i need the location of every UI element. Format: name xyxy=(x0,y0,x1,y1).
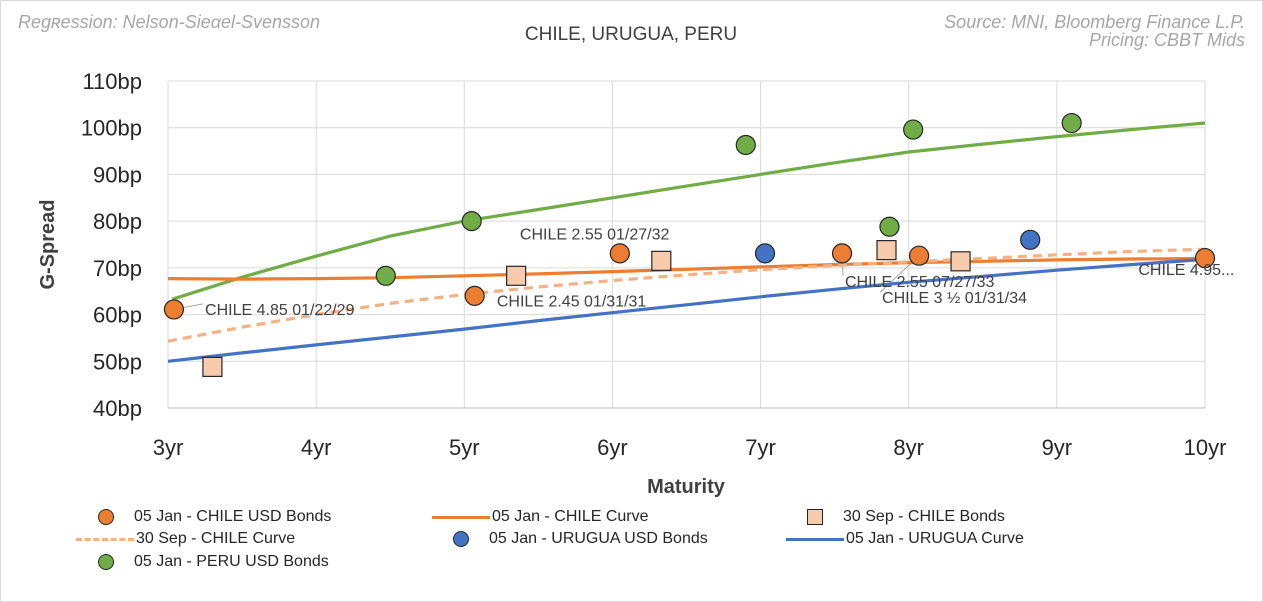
series-line-05-jan-chile-curve xyxy=(167,256,1206,281)
y-tick-label: 50bp xyxy=(93,349,142,374)
legend-label: 05 Jan - URUGUA Curve xyxy=(846,530,1024,547)
y-tick-label: 100bp xyxy=(81,116,142,141)
series-line-30-sep-chile-curve xyxy=(167,247,1206,343)
data-point-circle xyxy=(903,119,924,140)
legend-marker-circle xyxy=(98,554,114,570)
x-axis-title: Maturity xyxy=(647,476,726,498)
data-label: CHILE 3 ½ 01/31/34 xyxy=(882,290,1027,307)
data-point-circle xyxy=(908,245,930,266)
y-tick-label: 110bp xyxy=(82,69,142,94)
y-tick-label: 60bp xyxy=(93,303,142,328)
x-tick-label: 5yr xyxy=(449,435,480,460)
legend-label: 30 Sep - CHILE Bonds xyxy=(843,508,1005,525)
chart-title: CHILE, URUGUA, PERU xyxy=(525,24,737,45)
x-tick-label: 7yr xyxy=(745,435,776,460)
pricing-note: Pricing: CBBT Mids xyxy=(1088,30,1245,50)
x-tick-label: 10yr xyxy=(1184,435,1227,460)
legend-marker-square xyxy=(807,509,823,525)
legend-marker-dash xyxy=(76,537,134,541)
legend-label: 05 Jan - URUGUA USD Bonds xyxy=(489,530,708,547)
legend-label: 05 Jan - PERU USD Bonds xyxy=(134,553,329,570)
x-tick-label: 8yr xyxy=(893,435,924,460)
data-point-circle xyxy=(1020,229,1041,250)
data-point-circle xyxy=(1061,112,1082,134)
x-tick-label: 6yr xyxy=(597,435,628,460)
data-point-square xyxy=(506,265,527,286)
legend-label: 05 Jan - CHILE Curve xyxy=(492,508,649,525)
series-line-05-jan-peru-curve xyxy=(171,121,1206,301)
data-point-circle xyxy=(609,243,630,264)
regression-note: Regʀession: Nelson-Sieαel-Svensson xyxy=(18,12,321,32)
y-tick-label: 90bp xyxy=(93,162,142,187)
data-point-circle xyxy=(461,211,482,232)
data-point-square xyxy=(202,356,223,377)
data-label: CHILE 2.55 07/27/33 xyxy=(845,274,995,291)
legend-marker-line xyxy=(786,537,844,541)
y-tick-label: 80bp xyxy=(93,209,142,234)
data-point-circle xyxy=(464,285,485,306)
data-point-circle xyxy=(1194,247,1216,269)
data-point-circle xyxy=(163,299,185,320)
x-tick-label: 4yr xyxy=(301,435,332,460)
data-point-circle xyxy=(754,243,776,264)
data-point-circle xyxy=(375,265,396,286)
legend-label: 05 Jan - CHILE USD Bonds xyxy=(134,508,332,525)
y-axis-title: G-Spread xyxy=(37,199,59,289)
data-point-square xyxy=(651,250,672,271)
x-tick-label: 9yr xyxy=(1042,435,1073,460)
data-point-circle xyxy=(735,134,756,156)
legend-marker-circle xyxy=(98,509,114,525)
data-label: CHILE 2.55 01/27/32 xyxy=(520,227,670,244)
y-tick-label: 70bp xyxy=(93,256,142,281)
y-tick-label: 40bp xyxy=(93,396,142,421)
legend-marker-line xyxy=(432,515,490,519)
source-note: Source: MNI, Bloomberg Finance L.P. xyxy=(944,12,1245,32)
series-line-05-jan-urugua-curve xyxy=(167,257,1206,363)
legend-item-chile-old-curve: 30 Sep - CHILE Curve xyxy=(76,529,295,549)
data-label: CHILE 2.45 01/31/31 xyxy=(497,293,647,310)
data-label: CHILE 4.85 01/22/29 xyxy=(205,302,355,319)
legend-item-urugua-bonds: 05 Jan - URUGUA USD Bonds xyxy=(453,529,708,549)
chart-area: 40bp 50bp 60bp 70bp 80bp 90bp 100bp 110bp 3yr 4yr… xyxy=(37,24,1234,498)
data-point-circle xyxy=(879,216,900,237)
x-tick-label: 3yr xyxy=(153,435,184,460)
legend-marker-circle xyxy=(453,531,469,547)
legend-item-chile-old-bonds: 30 Sep - CHILE Bonds xyxy=(807,507,1005,527)
legend-item-peru-bonds: 05 Jan - PERU USD Bonds xyxy=(98,552,329,572)
data-label: CHILE 4.95... xyxy=(1138,262,1234,279)
legend-item-chile-curve: 05 Jan - CHILE Curve xyxy=(432,507,649,527)
data-point-circle xyxy=(831,243,853,264)
data-point-square xyxy=(950,251,971,272)
legend-item-chile-bonds: 05 Jan - CHILE USD Bonds xyxy=(98,507,331,527)
data-point-square xyxy=(876,240,897,261)
legend-item-urugua-curve: 05 Jan - URUGUA Curve xyxy=(786,529,1024,549)
legend-label: 30 Sep - CHILE Curve xyxy=(136,530,296,547)
